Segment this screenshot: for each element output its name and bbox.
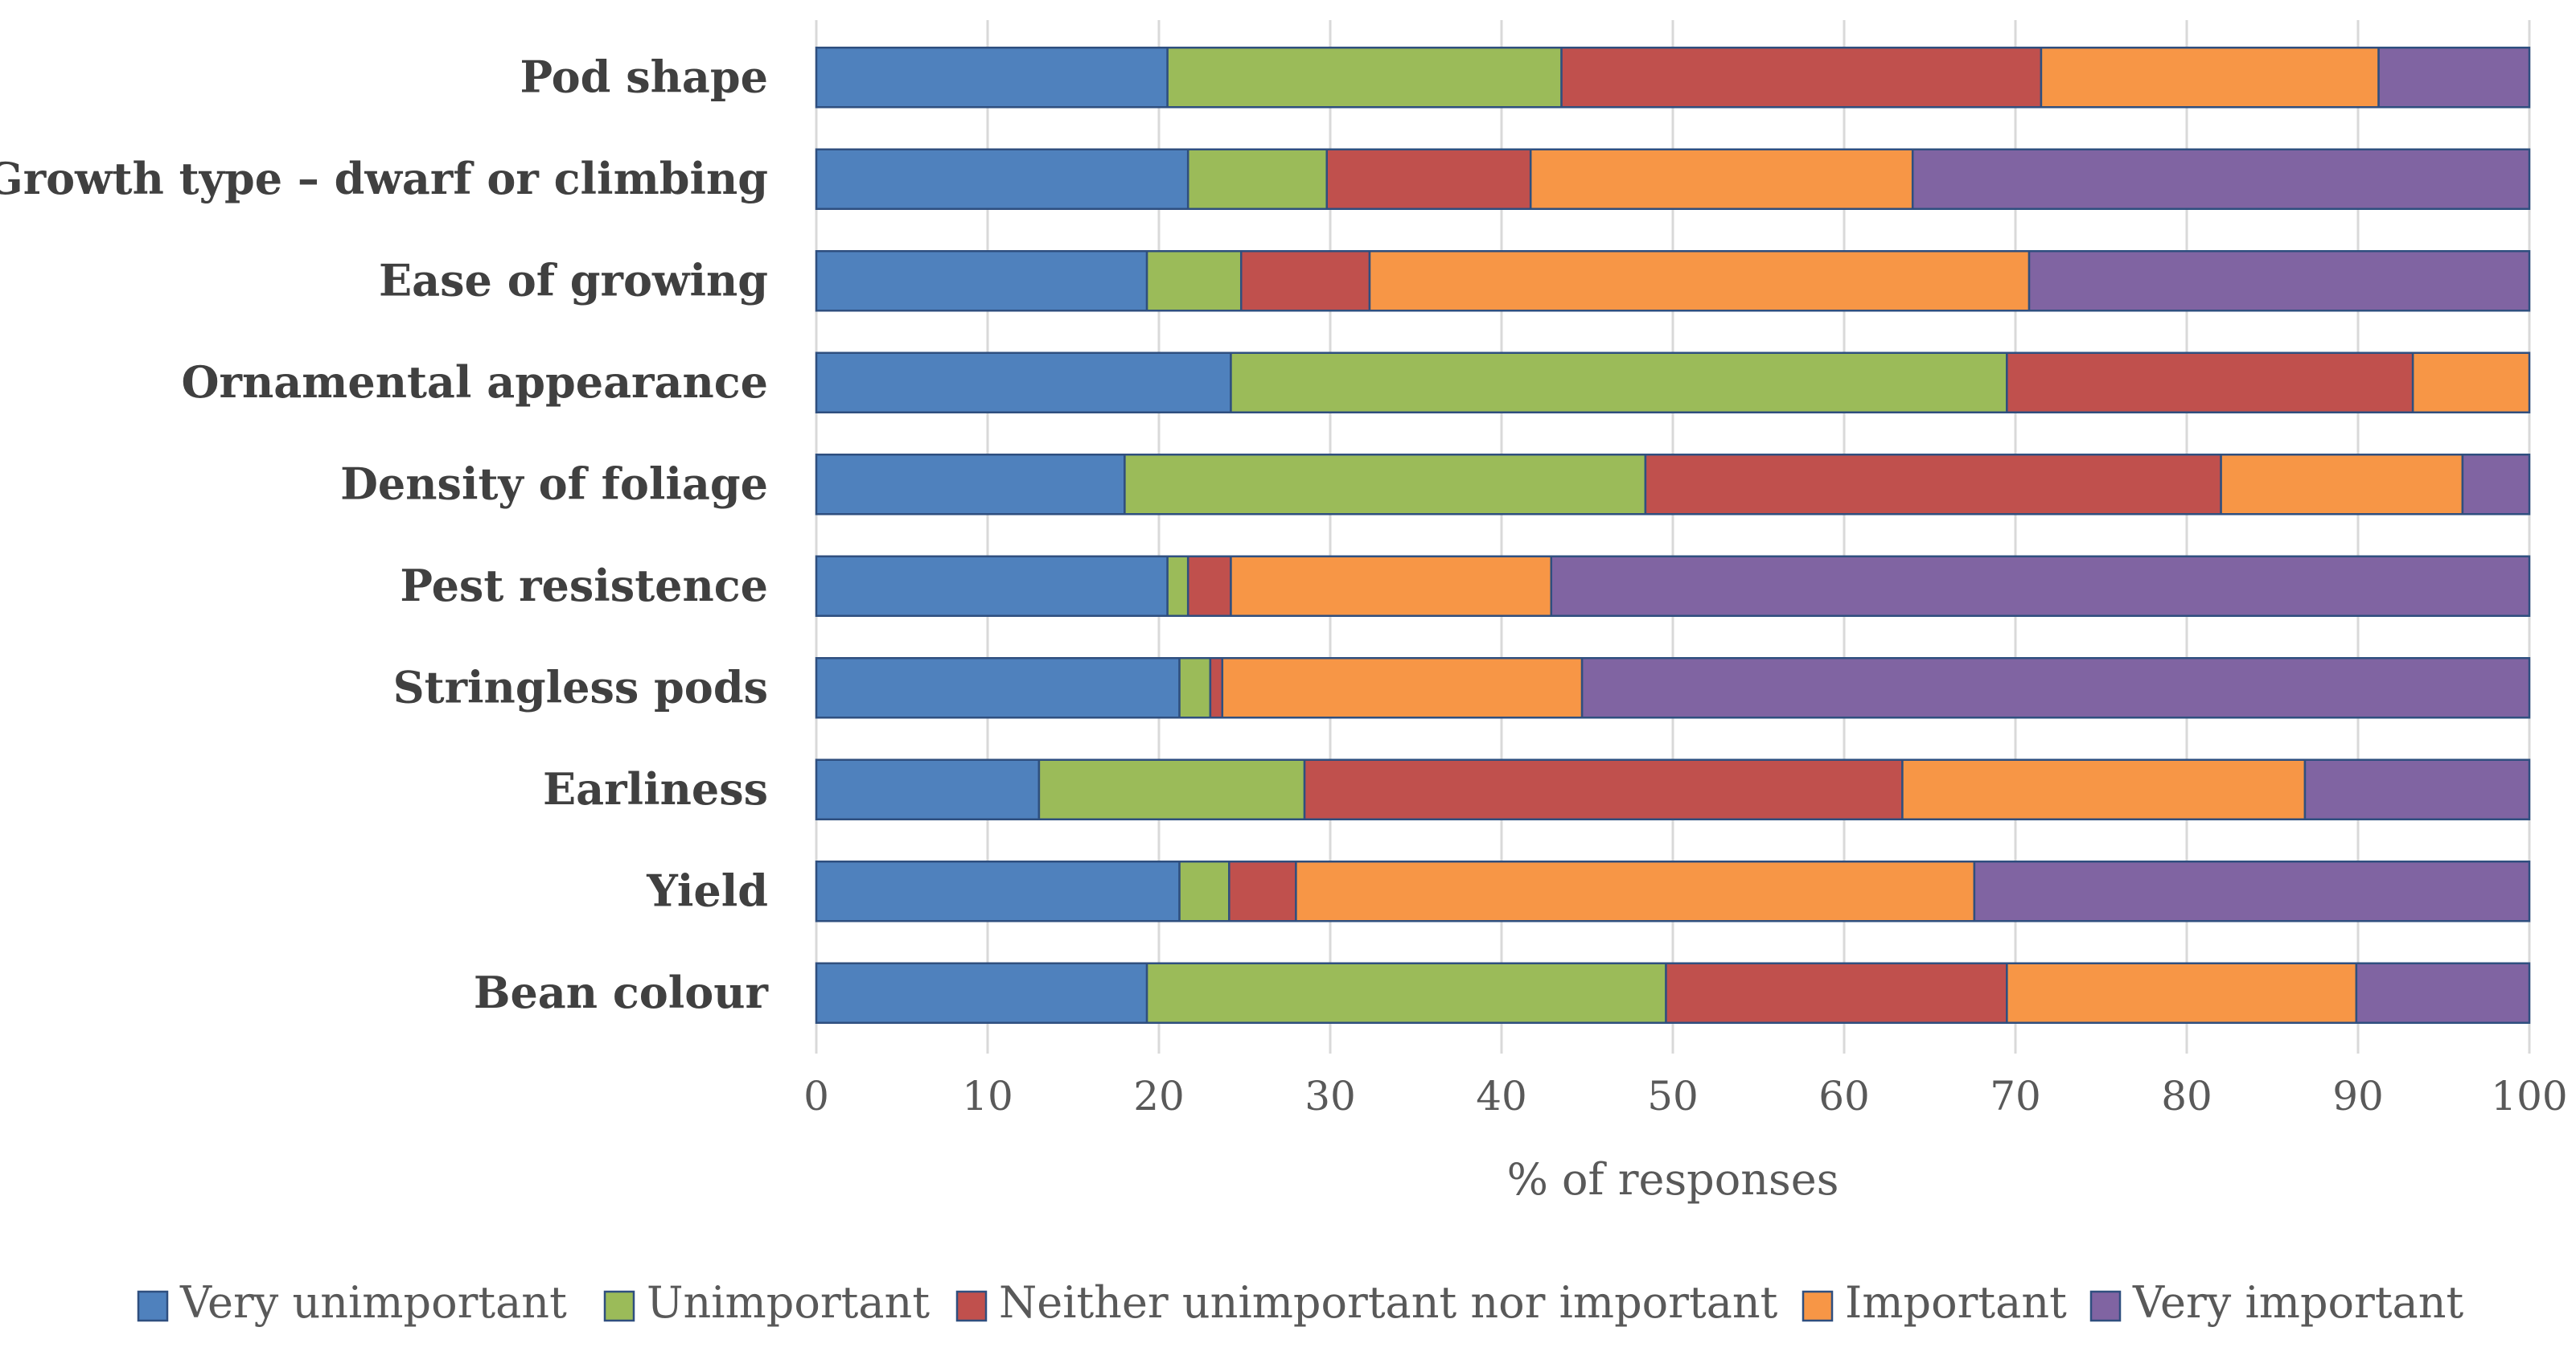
bar-segment-very-unimportant xyxy=(815,861,1181,922)
category-label: Earliness xyxy=(543,763,768,815)
category-label: Pest resistence xyxy=(400,560,768,611)
bar-segment-unimportant xyxy=(1178,861,1230,922)
bar-segment-neither-unimportant-nor-important xyxy=(1560,47,2043,109)
bar-segment-very-important xyxy=(2355,962,2531,1024)
bar-segment-very-unimportant xyxy=(815,351,1232,413)
bar-segment-important xyxy=(1230,555,1553,617)
bar-segment-very-important xyxy=(1911,148,2531,210)
x-tick-label: 100 xyxy=(2491,1073,2567,1120)
bar-segment-very-unimportant xyxy=(815,454,1126,516)
x-tick-label: 50 xyxy=(1647,1073,1699,1120)
bar-segment-neither-unimportant-nor-important xyxy=(1239,250,1371,312)
category-label: Pod shape xyxy=(520,51,769,102)
bar-segment-unimportant xyxy=(1178,657,1212,719)
bar-segment-neither-unimportant-nor-important xyxy=(1665,962,2008,1024)
legend-swatch xyxy=(137,1290,169,1322)
x-tick-label: 0 xyxy=(803,1073,829,1120)
bar-segment-important xyxy=(2220,454,2464,516)
legend: Very unimportant Unimportant Neither unimp… xyxy=(137,1277,2464,1328)
bar-segment-very-important xyxy=(1580,657,2531,719)
bar-segment-very-unimportant xyxy=(815,148,1189,210)
legend-swatch xyxy=(603,1290,635,1322)
category-labels: Pod shape Growth type – dwarf or climbing… xyxy=(0,51,769,1018)
bar-segment-important xyxy=(1368,250,2031,312)
x-tick-label: 10 xyxy=(962,1073,1013,1120)
bar-segment-neither-unimportant-nor-important xyxy=(1209,657,1224,719)
category-label: Growth type – dwarf or climbing xyxy=(0,153,768,204)
bar-segment-unimportant xyxy=(1186,148,1328,210)
bar-segment-very-unimportant xyxy=(815,657,1181,719)
bar-segment-neither-unimportant-nor-important xyxy=(1303,758,1904,820)
bar-segment-very-unimportant xyxy=(815,250,1148,312)
bar-segment-very-unimportant xyxy=(815,758,1041,820)
bar-segment-unimportant xyxy=(1124,454,1647,516)
bar-segment-very-unimportant xyxy=(815,962,1148,1024)
category-label: Ease of growing xyxy=(379,254,768,306)
category-label: Bean colour xyxy=(474,967,769,1018)
bar-segment-very-important xyxy=(2461,454,2531,516)
bar-segment-important xyxy=(1901,758,2307,820)
legend-label: Very unimportant xyxy=(179,1277,567,1328)
bar-segment-unimportant xyxy=(1145,962,1667,1024)
bar-segment-neither-unimportant-nor-important xyxy=(1325,148,1532,210)
x-axis-title: % of responses xyxy=(1507,1154,1839,1205)
x-tick-label: 40 xyxy=(1476,1073,1527,1120)
bar-segment-very-unimportant xyxy=(815,555,1169,617)
bar-segment-unimportant xyxy=(1145,250,1243,312)
x-tick-label: 60 xyxy=(1818,1073,1870,1120)
bar-segment-unimportant xyxy=(1166,555,1189,617)
category-label: Stringless pods xyxy=(393,661,768,713)
bar-segment-important xyxy=(1529,148,1914,210)
x-tick-label: 70 xyxy=(1990,1073,2041,1120)
category-label: Density of foliage xyxy=(340,458,768,509)
legend-label: Neither unimportant nor important xyxy=(999,1277,1778,1328)
bar-segment-very-unimportant xyxy=(815,47,1169,109)
legend-label: Unimportant xyxy=(647,1277,930,1328)
x-tick-label: 20 xyxy=(1133,1073,1185,1120)
x-tick-label: 30 xyxy=(1304,1073,1356,1120)
legend-swatch xyxy=(2089,1290,2122,1322)
bar-segment-important xyxy=(1221,657,1584,719)
bar-segment-very-important xyxy=(2028,250,2531,312)
bar-segment-very-important xyxy=(2303,758,2531,820)
bar-segment-unimportant xyxy=(1166,47,1563,109)
legend-swatch xyxy=(955,1290,988,1322)
bar-segment-neither-unimportant-nor-important xyxy=(2006,351,2414,413)
bar-segment-important xyxy=(2411,351,2531,413)
x-tick-labels: 0 10 20 30 40 50 60 70 80 90 100 xyxy=(803,1073,2568,1120)
bar-segment-neither-unimportant-nor-important xyxy=(1228,861,1297,922)
bar-segment-unimportant xyxy=(1230,351,2008,413)
x-tick-label: 80 xyxy=(2161,1073,2212,1120)
bars-layer xyxy=(815,47,2531,1024)
category-label: Ornamental appearance xyxy=(181,356,768,408)
bar-segment-unimportant xyxy=(1037,758,1306,820)
legend-label: Important xyxy=(1845,1277,2067,1328)
category-label: Yield xyxy=(646,865,768,916)
bar-segment-neither-unimportant-nor-important xyxy=(1186,555,1232,617)
legend-label: Very important xyxy=(2132,1277,2464,1328)
bar-segment-important xyxy=(1295,861,1976,922)
bar-segment-neither-unimportant-nor-important xyxy=(1644,454,2222,516)
legend-swatch xyxy=(1802,1290,1834,1322)
bar-segment-very-important xyxy=(1973,861,2531,922)
bar-segment-important xyxy=(2040,47,2380,109)
bar-segment-important xyxy=(2006,962,2358,1024)
bar-segment-very-important xyxy=(2377,47,2531,109)
bar-segment-very-important xyxy=(1550,555,2531,617)
x-tick-label: 90 xyxy=(2332,1073,2384,1120)
